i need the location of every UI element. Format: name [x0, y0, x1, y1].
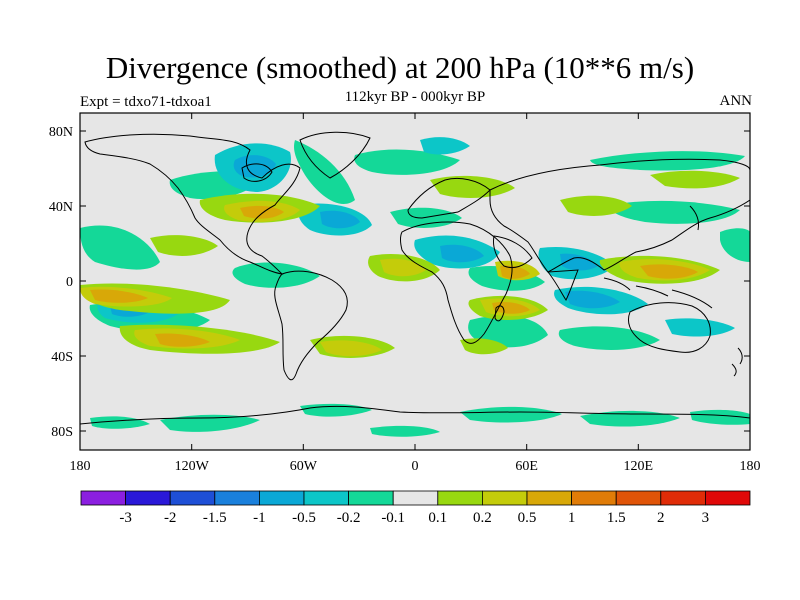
lon-label: 180 — [740, 459, 761, 474]
colorbar-swatch — [571, 490, 617, 506]
colorbar-swatch — [526, 490, 572, 506]
lon-label: 60W — [290, 459, 318, 474]
coastlines — [80, 131, 750, 425]
divergence-field — [80, 137, 750, 437]
colorbar-label: -0.5 — [292, 510, 316, 526]
period-label: ANN — [719, 93, 753, 109]
lon-label: 60E — [515, 459, 538, 474]
lon-labels: 180 120W 60W 0 60E 120E 180 — [70, 459, 761, 474]
colorbar-label: 1.5 — [607, 510, 626, 526]
lon-ticks — [79, 113, 751, 450]
lon-label: 120W — [175, 459, 210, 474]
colorbar-swatch — [125, 490, 171, 506]
colorbar-swatch — [214, 490, 260, 506]
lat-label: 80S — [51, 425, 73, 440]
colorbar-swatch — [348, 490, 394, 506]
colorbar-label: -3 — [119, 510, 132, 526]
colorbar-swatch — [481, 490, 528, 506]
colorbar: -3 -2 -1.5 -1 -0.5 -0.2 -0.1 0.1 0.2 0.5 1 1.5 2 3 — [80, 490, 751, 526]
lat-label: 40N — [49, 200, 73, 215]
chart-subtitle: 112kyr BP - 000kyr BP — [344, 89, 486, 105]
lon-label: 120E — [624, 459, 654, 474]
colorbar-swatch — [258, 490, 305, 506]
colorbar-swatch — [80, 490, 126, 506]
colorbar-label: 0.2 — [473, 510, 492, 526]
lat-label: 40S — [51, 350, 73, 365]
colorbar-swatch — [303, 490, 349, 506]
colorbar-swatch — [437, 490, 483, 506]
lat-label: 80N — [49, 125, 73, 140]
colorbar-swatch — [615, 490, 662, 506]
colorbar-swatch — [705, 490, 751, 506]
colorbar-label: -1 — [253, 510, 266, 526]
colorbar-label: 1 — [568, 510, 576, 526]
colorbar-swatch — [660, 490, 706, 506]
colorbar-swatch — [169, 490, 216, 506]
lat-ticks — [80, 130, 750, 432]
colorbar-label: 0.1 — [428, 510, 447, 526]
chart-title: Divergence (smoothed) at 200 hPa (10**6 … — [105, 50, 695, 85]
lon-label: 0 — [412, 459, 419, 474]
colorbar-label: 2 — [657, 510, 665, 526]
colorbar-label: -0.2 — [337, 510, 361, 526]
colorbar-label: -1.5 — [203, 510, 227, 526]
colorbar-label: 3 — [702, 510, 710, 526]
lat-labels: 80N 40N 0 40S 80S — [49, 125, 73, 440]
colorbar-swatch — [392, 490, 439, 506]
colorbar-label: -0.1 — [381, 510, 405, 526]
experiment-label: Expt = tdxo71-tdxoa1 — [80, 94, 212, 110]
colorbar-label: -2 — [164, 510, 177, 526]
lon-label: 180 — [70, 459, 91, 474]
lat-label: 0 — [66, 275, 73, 290]
colorbar-label: 0.5 — [518, 510, 537, 526]
